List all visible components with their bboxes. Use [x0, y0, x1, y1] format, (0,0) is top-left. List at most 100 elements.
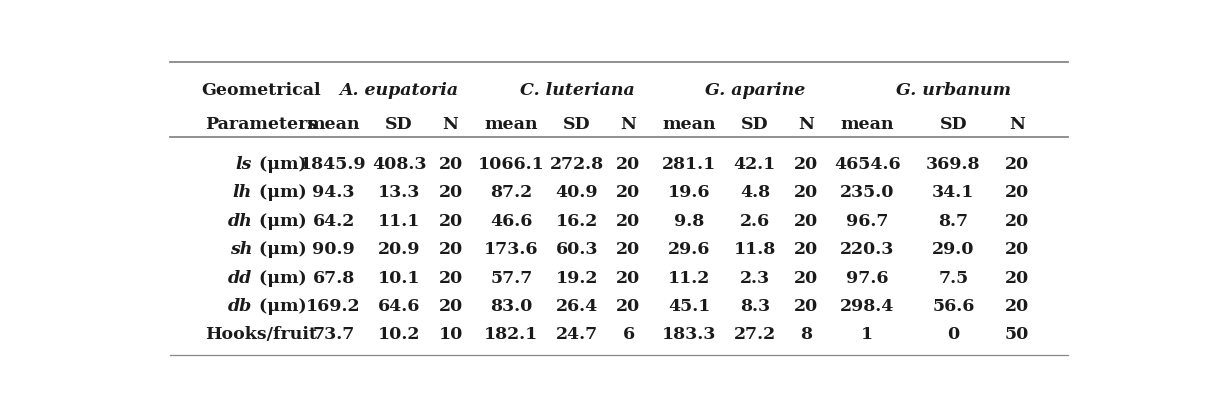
Text: N: N: [621, 116, 637, 133]
Text: 2.6: 2.6: [739, 212, 769, 229]
Text: 42.1: 42.1: [733, 155, 776, 173]
Text: 182.1: 182.1: [484, 326, 539, 343]
Text: 24.7: 24.7: [556, 326, 598, 343]
Text: 60.3: 60.3: [556, 240, 598, 258]
Text: 20: 20: [439, 297, 463, 314]
Text: 7.5: 7.5: [939, 269, 969, 286]
Text: 1845.9: 1845.9: [301, 155, 367, 173]
Text: SD: SD: [741, 116, 768, 133]
Text: dh: dh: [227, 212, 252, 229]
Text: 183.3: 183.3: [662, 326, 716, 343]
Text: 369.8: 369.8: [927, 155, 981, 173]
Text: 64.2: 64.2: [313, 212, 355, 229]
Text: mean: mean: [662, 116, 716, 133]
Text: mean: mean: [484, 116, 539, 133]
Text: db: db: [228, 297, 252, 314]
Text: 20: 20: [616, 155, 640, 173]
Text: 90.9: 90.9: [312, 240, 355, 258]
Text: 27.2: 27.2: [733, 326, 776, 343]
Text: 29.0: 29.0: [933, 240, 975, 258]
Text: 20: 20: [616, 184, 640, 201]
Text: 8.7: 8.7: [939, 212, 969, 229]
Text: 20: 20: [1005, 269, 1029, 286]
Text: 281.1: 281.1: [662, 155, 716, 173]
Text: 46.6: 46.6: [490, 212, 533, 229]
Text: 10.2: 10.2: [378, 326, 420, 343]
Text: 1: 1: [861, 326, 873, 343]
Text: Hooks/fruit: Hooks/fruit: [205, 326, 318, 343]
Text: (μm): (μm): [252, 155, 307, 173]
Text: N: N: [442, 116, 459, 133]
Text: G. aparine: G. aparine: [704, 81, 805, 99]
Text: 96.7: 96.7: [846, 212, 888, 229]
Text: 87.2: 87.2: [490, 184, 533, 201]
Text: 20.9: 20.9: [378, 240, 420, 258]
Text: 20: 20: [439, 269, 463, 286]
Text: 10: 10: [439, 326, 463, 343]
Text: 298.4: 298.4: [840, 297, 894, 314]
Text: 19.6: 19.6: [668, 184, 710, 201]
Text: 20: 20: [794, 212, 819, 229]
Text: C. luteriana: C. luteriana: [519, 81, 634, 99]
Text: 220.3: 220.3: [840, 240, 894, 258]
Text: sh: sh: [230, 240, 252, 258]
Text: 20: 20: [1005, 240, 1029, 258]
Text: 20: 20: [794, 269, 819, 286]
Text: 13.3: 13.3: [378, 184, 420, 201]
Text: 10.1: 10.1: [378, 269, 420, 286]
Text: 0: 0: [947, 326, 959, 343]
Text: 4.8: 4.8: [739, 184, 769, 201]
Text: 34.1: 34.1: [933, 184, 975, 201]
Text: 20: 20: [1005, 212, 1029, 229]
Text: 16.2: 16.2: [556, 212, 598, 229]
Text: 2.3: 2.3: [739, 269, 769, 286]
Text: A. eupatoria: A. eupatoria: [339, 81, 459, 99]
Text: lh: lh: [233, 184, 252, 201]
Text: 19.2: 19.2: [556, 269, 598, 286]
Text: G. urbanum: G. urbanum: [896, 81, 1011, 99]
Text: (μm): (μm): [252, 184, 307, 201]
Text: SD: SD: [940, 116, 968, 133]
Text: 40.9: 40.9: [556, 184, 598, 201]
Text: 20: 20: [794, 184, 819, 201]
Text: 9.8: 9.8: [674, 212, 704, 229]
Text: 97.6: 97.6: [846, 269, 888, 286]
Text: N: N: [1009, 116, 1024, 133]
Text: (μm): (μm): [252, 297, 307, 314]
Text: 94.3: 94.3: [313, 184, 355, 201]
Text: 4654.6: 4654.6: [834, 155, 900, 173]
Text: 235.0: 235.0: [840, 184, 894, 201]
Text: dd: dd: [228, 269, 252, 286]
Text: 1066.1: 1066.1: [478, 155, 545, 173]
Text: mean: mean: [841, 116, 894, 133]
Text: 169.2: 169.2: [307, 297, 361, 314]
Text: 20: 20: [616, 297, 640, 314]
Text: 83.0: 83.0: [490, 297, 533, 314]
Text: Geometrical: Geometrical: [202, 81, 321, 99]
Text: 6: 6: [622, 326, 634, 343]
Text: 173.6: 173.6: [484, 240, 539, 258]
Text: 45.1: 45.1: [668, 297, 710, 314]
Text: 8.3: 8.3: [739, 297, 769, 314]
Text: Parameters: Parameters: [205, 116, 318, 133]
Text: 20: 20: [794, 155, 819, 173]
Text: 20: 20: [1005, 184, 1029, 201]
Text: SD: SD: [563, 116, 591, 133]
Text: 29.6: 29.6: [668, 240, 710, 258]
Text: 64.6: 64.6: [378, 297, 420, 314]
Text: 67.8: 67.8: [313, 269, 355, 286]
Text: 408.3: 408.3: [372, 155, 426, 173]
Text: (μm): (μm): [252, 269, 307, 286]
Text: 11.2: 11.2: [668, 269, 710, 286]
Text: 20: 20: [1005, 297, 1029, 314]
Text: 73.7: 73.7: [313, 326, 355, 343]
Text: SD: SD: [385, 116, 413, 133]
Text: 8: 8: [801, 326, 812, 343]
Text: 20: 20: [616, 269, 640, 286]
Text: N: N: [798, 116, 814, 133]
Text: 20: 20: [616, 212, 640, 229]
Text: 11.1: 11.1: [378, 212, 420, 229]
Text: 20: 20: [439, 184, 463, 201]
Text: 20: 20: [439, 155, 463, 173]
Text: 11.8: 11.8: [733, 240, 776, 258]
